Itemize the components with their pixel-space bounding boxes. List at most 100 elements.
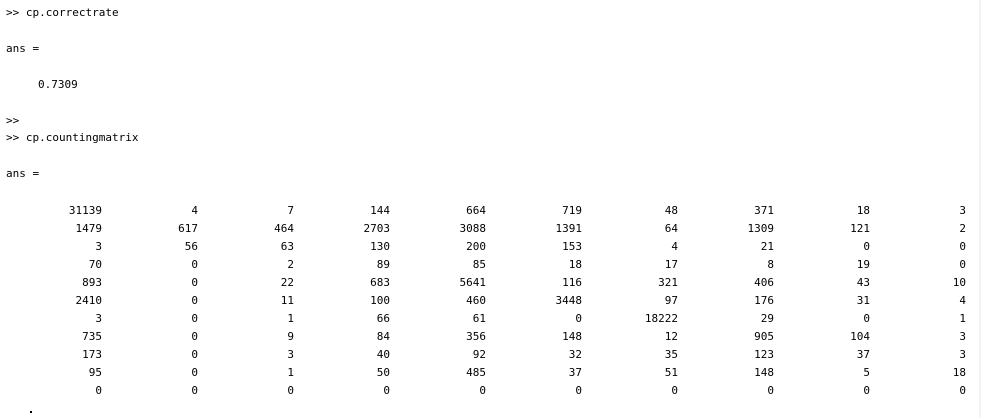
- matrix-cell: 4: [959, 294, 966, 307]
- matrix-cell: 0: [863, 384, 870, 397]
- answer-label: ans =: [6, 42, 40, 55]
- matrix-cell: 10: [952, 276, 966, 289]
- matrix-cell: 0: [575, 312, 582, 325]
- matrix-cell: 0: [191, 312, 198, 325]
- matrix-cell: 0: [575, 384, 582, 397]
- matrix-cell: 1479: [75, 222, 103, 235]
- matrix-cell: 0: [383, 384, 390, 397]
- matrix-cell: 0: [959, 258, 966, 271]
- answer-label: ans =: [6, 167, 40, 180]
- matrix-cell: 460: [466, 294, 486, 307]
- counting-matrix-output: 31139 4 7 144 664 719 48 371 18 3 1479 617 464 2703 30…: [0, 202, 981, 400]
- matrix-row: 1479 617 464 2703 3088 1391 64 1309 121 2: [0, 220, 981, 238]
- matrix-cell: 1309: [747, 222, 775, 235]
- matrix-cell: 2: [959, 222, 966, 235]
- matrix-cell: 0: [191, 330, 198, 343]
- matrix-cell: 121: [850, 222, 870, 235]
- matrix-cell: 371: [754, 204, 774, 217]
- empty-prompt: >>: [6, 114, 20, 127]
- matrix-cell: 5: [863, 366, 870, 379]
- matrix-cell: 3: [959, 348, 966, 361]
- matrix-cell: 18: [952, 366, 966, 379]
- matrix-cell: 617: [178, 222, 198, 235]
- matrix-cell: 84: [376, 330, 390, 343]
- matrix-cell: 100: [370, 294, 390, 307]
- matrix-cell: 0: [191, 348, 198, 361]
- matrix-cell: 104: [850, 330, 870, 343]
- matrix-cell: 1: [287, 366, 294, 379]
- matrix-cell: 2703: [363, 222, 391, 235]
- matrix-cell: 51: [664, 366, 678, 379]
- matrix-cell: 89: [376, 258, 390, 271]
- matrix-row: 0 0 0 0 0 0 0 0 0 0: [0, 382, 981, 400]
- command-line-correctrate: >> cp.correctrate: [6, 6, 119, 19]
- matrix-cell: 22: [280, 276, 294, 289]
- matrix-row: 3 56 63 130 200 153 4 21 0 0: [0, 238, 981, 256]
- matrix-cell: 70: [88, 258, 102, 271]
- matrix-cell: 200: [466, 240, 486, 253]
- matrix-row: 95 0 1 50 485 37 51 148 5 18: [0, 364, 981, 382]
- matrix-cell: 0: [191, 384, 198, 397]
- matrix-cell: 0: [191, 366, 198, 379]
- matrix-cell: 153: [562, 240, 582, 253]
- matrix-cell: 0: [191, 258, 198, 271]
- matrix-cell: 0: [959, 384, 966, 397]
- matrix-cell: 893: [82, 276, 102, 289]
- matrix-cell: 1391: [555, 222, 583, 235]
- matrix-cell: 64: [664, 222, 678, 235]
- matrix-cell: 2410: [75, 294, 103, 307]
- matrix-cell: 4: [191, 204, 198, 217]
- matrix-cell: 0: [767, 384, 774, 397]
- matrix-cell: 130: [370, 240, 390, 253]
- matrix-cell: 95: [88, 366, 102, 379]
- matrix-row: 735 0 9 84 356 148 12 905 104 3: [0, 328, 981, 346]
- matrix-cell: 31139: [68, 204, 102, 217]
- matrix-cell: 12: [664, 330, 678, 343]
- matrix-cell: 116: [562, 276, 582, 289]
- matrix-cell: 406: [754, 276, 774, 289]
- matrix-cell: 31: [856, 294, 870, 307]
- matrix-cell: 3088: [459, 222, 487, 235]
- matrix-cell: 37: [568, 366, 582, 379]
- matrix-cell: 148: [754, 366, 774, 379]
- matrix-cell: 97: [664, 294, 678, 307]
- matrix-cell: 3: [959, 330, 966, 343]
- matrix-cell: 40: [376, 348, 390, 361]
- matrix-cell: 176: [754, 294, 774, 307]
- matrix-row: 31139 4 7 144 664 719 48 371 18 3: [0, 202, 981, 220]
- matrix-cell: 21: [760, 240, 774, 253]
- matrix-cell: 4: [671, 240, 678, 253]
- matrix-cell: 35: [664, 348, 678, 361]
- matrix-row: 2410 0 11 100 460 3448 97 176 31 4: [0, 292, 981, 310]
- matrix-cell: 735: [82, 330, 102, 343]
- matrix-cell: 0: [95, 384, 102, 397]
- matrix-cell: 7: [287, 204, 294, 217]
- matrix-cell: 719: [562, 204, 582, 217]
- matrix-cell: 3448: [555, 294, 583, 307]
- matrix-cell: 123: [754, 348, 774, 361]
- matrix-cell: 905: [754, 330, 774, 343]
- matrix-cell: 85: [472, 258, 486, 271]
- matrix-cell: 17: [664, 258, 678, 271]
- scrollbar-edge[interactable]: [979, 0, 981, 418]
- matrix-cell: 0: [479, 384, 486, 397]
- matrix-cell: 50: [376, 366, 390, 379]
- matrix-cell: 0: [863, 240, 870, 253]
- matrix-cell: 1: [287, 312, 294, 325]
- matrix-cell: 61: [472, 312, 486, 325]
- matrix-cell: 0: [671, 384, 678, 397]
- matrix-cell: 56: [184, 240, 198, 253]
- matrix-cell: 66: [376, 312, 390, 325]
- matrix-cell: 3: [95, 240, 102, 253]
- matrix-cell: 144: [370, 204, 390, 217]
- matrix-cell: 63: [280, 240, 294, 253]
- matrix-cell: 18222: [644, 312, 678, 325]
- answer-value-correctrate: 0.7309: [38, 78, 78, 91]
- matrix-cell: 2: [287, 258, 294, 271]
- matrix-cell: 683: [370, 276, 390, 289]
- matrix-cell: 0: [863, 312, 870, 325]
- matrix-cell: 0: [191, 276, 198, 289]
- matrix-cell: 32: [568, 348, 582, 361]
- matrix-cell: 0: [287, 384, 294, 397]
